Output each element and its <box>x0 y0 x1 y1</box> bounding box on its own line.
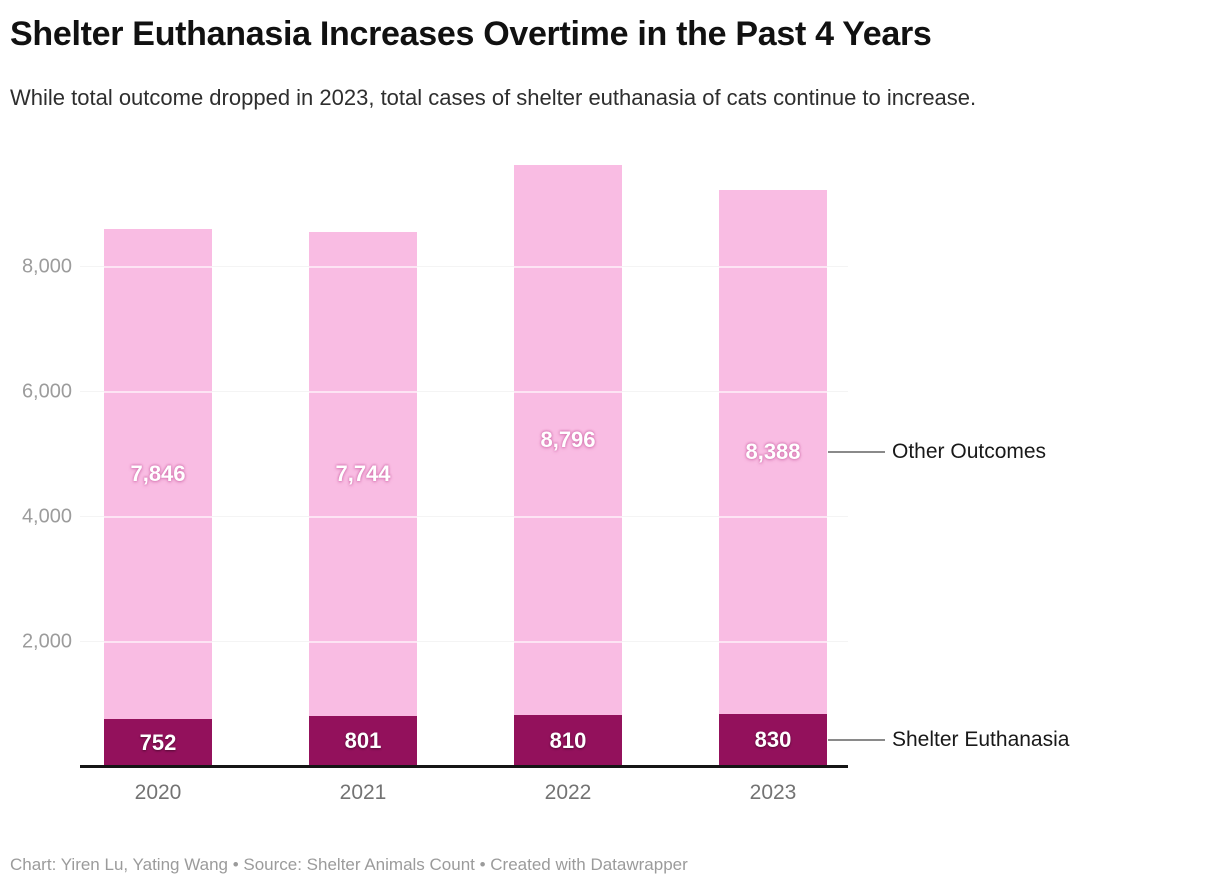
bar-segment-other-outcomes[interactable] <box>514 165 622 716</box>
annotation-connector-line <box>828 739 885 741</box>
y-tick-label: 4,000 <box>21 505 72 528</box>
y-gridline-overlay <box>80 641 848 643</box>
annotation-label-other-outcomes: Other Outcomes <box>892 440 1047 464</box>
y-tick-label: 6,000 <box>21 380 72 403</box>
bar-value-label: 752 <box>139 729 177 755</box>
chart-subtitle: While total outcome dropped in 2023, tot… <box>10 85 977 110</box>
bar-value-label: 8,388 <box>745 439 801 465</box>
bar-value-label: 830 <box>754 727 792 752</box>
bar-segment-shelter-euthanasia[interactable] <box>719 714 827 766</box>
chart-footer: Chart: Yiren Lu, Yating Wang • Source: S… <box>10 855 688 874</box>
x-tick-label: 2023 <box>749 781 797 804</box>
chart-title: Shelter Euthanasia Increases Overtime in… <box>10 15 932 53</box>
y-gridline-overlay <box>80 266 848 268</box>
x-tick-label: 2022 <box>544 781 592 804</box>
bar-value-label: 801 <box>344 728 382 753</box>
bar-segment-shelter-euthanasia[interactable] <box>514 715 622 766</box>
x-tick-label: 2021 <box>339 781 387 804</box>
bar-segment-shelter-euthanasia[interactable] <box>309 716 417 766</box>
bar-segment-shelter-euthanasia[interactable] <box>104 719 212 766</box>
bar-segment-other-outcomes[interactable] <box>104 229 212 719</box>
bar-segment-other-outcomes[interactable] <box>309 231 417 716</box>
x-tick-label: 2020 <box>134 781 182 804</box>
bar-value-label: 8,796 <box>540 427 596 453</box>
bar-value-label: 810 <box>549 727 587 753</box>
annotation-label-shelter-euthanasia: Shelter Euthanasia <box>892 728 1070 751</box>
y-tick-label: 8,000 <box>21 255 72 278</box>
y-gridline-overlay <box>80 391 848 393</box>
bar-value-label: 7,744 <box>335 460 391 486</box>
bar-segment-other-outcomes[interactable] <box>719 190 827 715</box>
bar-value-label: 7,846 <box>130 461 186 486</box>
x-axis-baseline <box>80 765 848 768</box>
annotation-connector-line <box>828 451 885 454</box>
y-tick-label: 2,000 <box>21 630 72 653</box>
y-gridline-overlay <box>80 516 848 518</box>
